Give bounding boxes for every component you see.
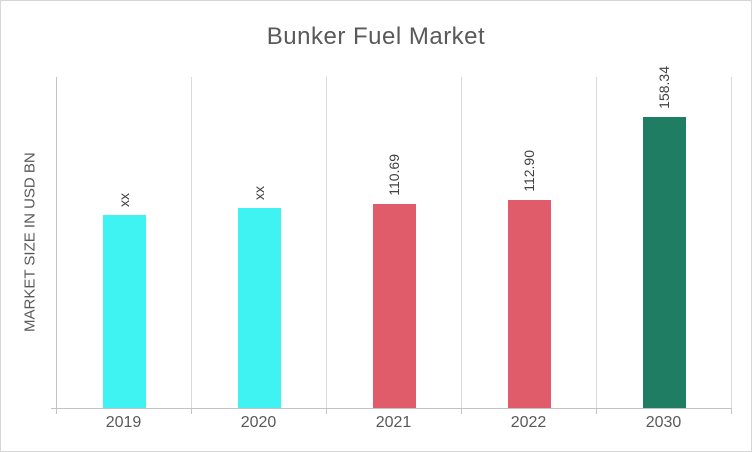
x-axis-left-stub [51,408,57,409]
y-axis-title: MARKET SIZE IN USD BN [21,152,39,332]
bar-value-label-2030: 158.34 [655,66,672,109]
bar-2020[interactable] [238,208,281,408]
gridline [596,77,597,408]
x-axis-tick [461,409,462,414]
bar-2022[interactable] [508,200,551,408]
x-axis-label-2019: 2019 [105,414,142,431]
chart-title: Bunker Fuel Market [266,23,486,50]
x-axis-tick [596,409,597,414]
x-axis-label-2022: 2022 [510,414,547,431]
x-axis-label-2021: 2021 [375,414,412,431]
x-axis-label-2020: 2020 [240,414,277,431]
plot-area: xx xx 110.69 112.90 158.34 [51,66,732,414]
bar-value-label-2021: 110.69 [385,154,402,196]
x-axis-tick [326,409,327,414]
x-axis-label-2030: 2030 [645,414,682,431]
gridline [191,77,192,408]
bar-2030[interactable] [643,117,686,408]
gridline [326,77,327,408]
bar-value-label-2022: 112.90 [520,150,537,192]
x-axis-tick [191,409,192,414]
bar-2021[interactable] [373,204,416,408]
gridline [461,77,462,408]
x-axis-tick [56,409,57,414]
gridline [731,77,732,408]
x-axis-tick [731,409,732,414]
bar-2019[interactable] [103,215,146,408]
bar-value-label-2019: xx [115,193,132,207]
bar-value-label-2020: xx [250,186,267,200]
